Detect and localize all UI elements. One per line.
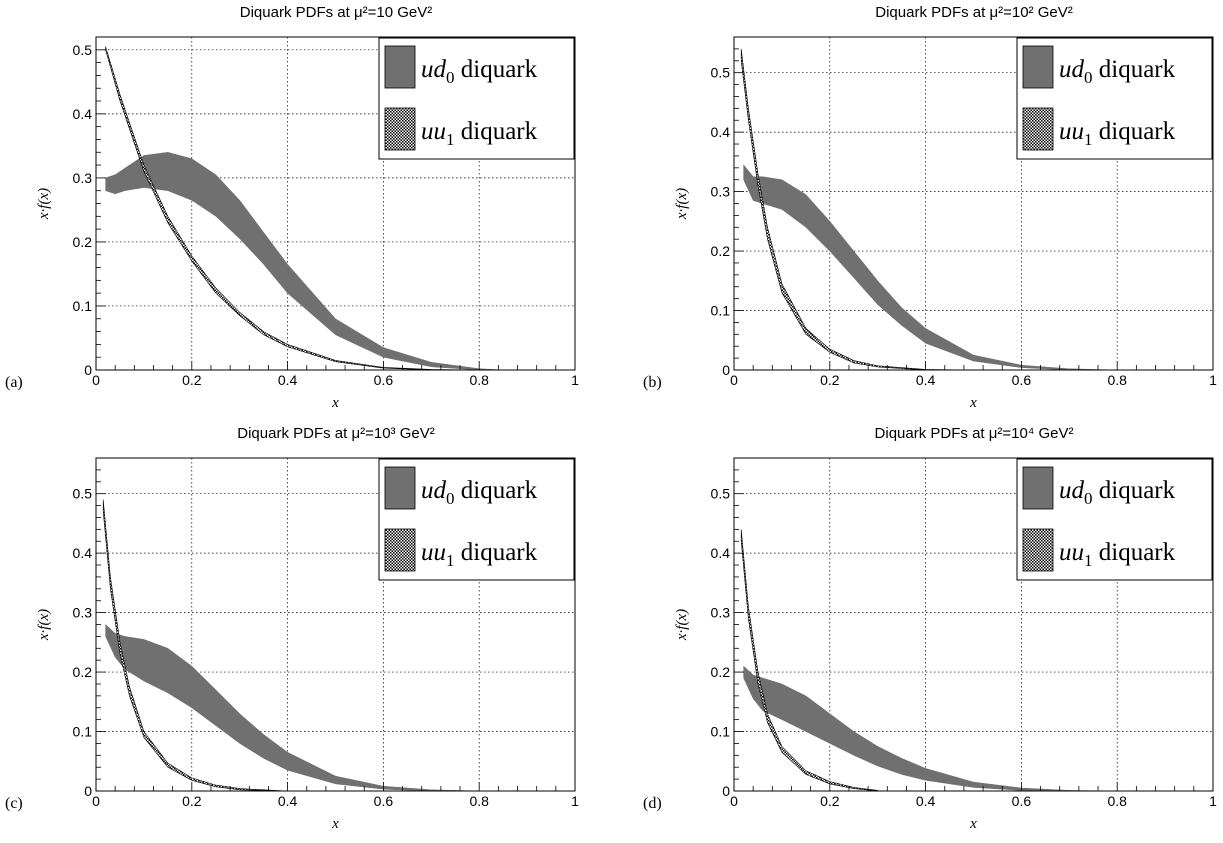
y-tick-label: 0.4 bbox=[73, 545, 93, 561]
band-uu1-diquark bbox=[740, 48, 974, 371]
chart-title: Diquark PDFs at μ²=10³ GeV² bbox=[237, 425, 434, 442]
x-axis-label: x bbox=[331, 395, 339, 411]
x-tick-label: 0 bbox=[92, 372, 100, 388]
chart-title: Diquark PDFs at μ²=10 GeV² bbox=[240, 4, 432, 21]
x-tick-label: 0.4 bbox=[916, 372, 936, 388]
chart-panel-2: Diquark PDFs at μ²=10² GeV² 0 0.2 0.4 0.6 0.8… bbox=[643, 4, 1217, 411]
legend-swatch-ud0 bbox=[1022, 466, 1054, 510]
chart-title: Diquark PDFs at μ²=10⁴ GeV² bbox=[875, 425, 1074, 442]
panel-label: (d) bbox=[643, 795, 662, 812]
legend-label-ud0: ud0 diquark bbox=[421, 477, 538, 508]
y-tick-label: 0.1 bbox=[711, 724, 731, 740]
legend-label-ud0: ud0 diquark bbox=[1059, 56, 1176, 87]
x-tick-label: 0.8 bbox=[1107, 372, 1127, 388]
legend-swatch-uu1 bbox=[384, 528, 416, 572]
x-tick-label: 1 bbox=[1209, 372, 1217, 388]
y-tick-label: 0.2 bbox=[711, 664, 731, 680]
x-tick-label: 0.6 bbox=[1012, 372, 1032, 388]
x-tick-label: 0.8 bbox=[469, 793, 489, 809]
x-tick-label: 0.4 bbox=[916, 793, 936, 809]
band-ud0-diquark bbox=[743, 665, 1118, 792]
x-tick-label: 0 bbox=[730, 372, 738, 388]
y-tick-label: 0.5 bbox=[73, 42, 93, 58]
x-tick-label: 0.4 bbox=[278, 793, 298, 809]
band-ud0-diquark bbox=[105, 623, 480, 792]
y-tick-label: 0 bbox=[84, 362, 92, 378]
y-tick-label: 0.3 bbox=[711, 605, 731, 621]
legend-swatch-ud0 bbox=[384, 45, 416, 89]
x-tick-label: 0.2 bbox=[820, 372, 840, 388]
y-tick-label: 0.1 bbox=[73, 724, 93, 740]
legend-label-ud0: ud0 diquark bbox=[1059, 477, 1176, 508]
x-tick-label: 0.2 bbox=[820, 793, 840, 809]
legend-swatch-ud0 bbox=[384, 466, 416, 510]
x-tick-label: 0 bbox=[92, 793, 100, 809]
y-tick-label: 0.2 bbox=[73, 234, 93, 250]
y-axis-label: x·f(x) bbox=[674, 188, 690, 220]
x-tick-label: 0 bbox=[730, 793, 738, 809]
x-tick-label: 1 bbox=[571, 372, 579, 388]
y-axis-label: x·f(x) bbox=[36, 609, 52, 641]
y-tick-label: 0.2 bbox=[73, 664, 93, 680]
y-axis-label: x·f(x) bbox=[674, 609, 690, 641]
panel-label: (a) bbox=[5, 374, 23, 391]
x-tick-label: 0.6 bbox=[374, 793, 394, 809]
panel-label: (c) bbox=[5, 795, 23, 812]
y-tick-label: 0.4 bbox=[711, 545, 731, 561]
chart-title: Diquark PDFs at μ²=10² GeV² bbox=[875, 4, 1072, 21]
y-tick-label: 0 bbox=[722, 362, 730, 378]
y-tick-label: 0.3 bbox=[711, 184, 731, 200]
y-tick-label: 0.1 bbox=[73, 298, 93, 314]
x-tick-label: 1 bbox=[1209, 793, 1217, 809]
band-ud0-diquark bbox=[743, 164, 1118, 371]
chart-panel-1: Diquark PDFs at μ²=10 GeV² 0 0.2 0.4 0.6 0.8 1… bbox=[5, 4, 579, 411]
band-ud0-diquark bbox=[105, 152, 504, 371]
x-tick-label: 0.2 bbox=[182, 793, 202, 809]
y-tick-label: 0.2 bbox=[711, 243, 731, 259]
legend-label-uu1: uu1 diquark bbox=[1059, 539, 1176, 570]
y-tick-label: 0.4 bbox=[73, 106, 93, 122]
legend-swatch-uu1 bbox=[1022, 107, 1054, 151]
legend-swatch-uu1 bbox=[384, 107, 416, 151]
y-tick-label: 0 bbox=[84, 783, 92, 799]
y-tick-label: 0 bbox=[722, 783, 730, 799]
legend-swatch-ud0 bbox=[1022, 45, 1054, 89]
y-tick-label: 0.5 bbox=[711, 486, 731, 502]
x-tick-label: 0.4 bbox=[278, 372, 298, 388]
x-axis-label: x bbox=[969, 395, 977, 411]
x-axis-label: x bbox=[969, 816, 977, 832]
x-tick-label: 0.8 bbox=[1107, 793, 1127, 809]
legend-label-ud0: ud0 diquark bbox=[421, 56, 538, 87]
chart-panel-4: Diquark PDFs at μ²=10⁴ GeV² 0 0.2 0.4 0.6 0.8… bbox=[643, 425, 1217, 832]
y-tick-label: 0.1 bbox=[711, 303, 731, 319]
legend-label-uu1: uu1 diquark bbox=[421, 118, 538, 149]
x-tick-label: 0.8 bbox=[469, 372, 489, 388]
legend-label-uu1: uu1 diquark bbox=[421, 539, 538, 570]
x-axis-label: x bbox=[331, 816, 339, 832]
x-tick-label: 0.6 bbox=[374, 372, 394, 388]
y-tick-label: 0.4 bbox=[711, 124, 731, 140]
chart-panel-3: Diquark PDFs at μ²=10³ GeV² 0 0.2 0.4 0.6 0.8… bbox=[5, 425, 579, 832]
y-tick-label: 0.5 bbox=[73, 486, 93, 502]
y-tick-label: 0.3 bbox=[73, 605, 93, 621]
y-tick-label: 0.3 bbox=[73, 170, 93, 186]
y-axis-label: x·f(x) bbox=[36, 188, 52, 220]
x-tick-label: 0.2 bbox=[182, 372, 202, 388]
x-tick-label: 1 bbox=[571, 793, 579, 809]
legend-label-uu1: uu1 diquark bbox=[1059, 118, 1176, 149]
y-tick-label: 0.5 bbox=[711, 65, 731, 81]
x-tick-label: 0.6 bbox=[1012, 793, 1032, 809]
band-uu1-diquark bbox=[102, 499, 288, 792]
legend-swatch-uu1 bbox=[1022, 528, 1054, 572]
panel-label: (b) bbox=[643, 374, 662, 391]
